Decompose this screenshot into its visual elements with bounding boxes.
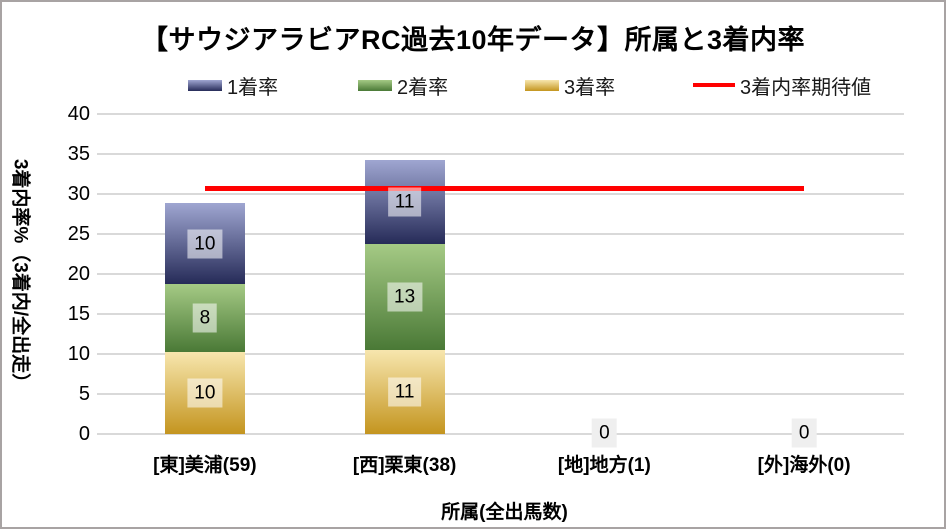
y-tick-label: 35	[67, 143, 90, 165]
legend-item-second-rate: 2着率	[358, 74, 448, 99]
y-axis-tickmark	[97, 433, 105, 435]
bar-value-label: 10	[187, 229, 223, 259]
gridline	[105, 153, 904, 155]
y-axis-tickmark	[97, 353, 105, 355]
legend-label: 3着内率期待値	[740, 76, 872, 99]
legend-item-expected-value: 3着内率期待値	[693, 74, 871, 99]
y-tick-label: 25	[67, 223, 90, 245]
bar-value-label: 10	[187, 378, 223, 408]
gridline	[105, 273, 904, 275]
win-rate-swatch-icon	[188, 79, 222, 91]
chart-title: 【サウジアラビアRC過去10年データ】所属と3着内率	[140, 25, 806, 55]
bar-value-label: 8	[192, 303, 218, 333]
y-axis-tickmark	[97, 153, 105, 155]
category-label: [外]海外(0)	[757, 455, 851, 476]
y-tick-label: 15	[67, 303, 90, 325]
gridline	[105, 233, 904, 235]
y-tick-label: 40	[67, 103, 90, 125]
third-rate-swatch-icon	[525, 79, 559, 91]
y-axis-tickmark	[97, 273, 105, 275]
bar-value-label: 11	[387, 187, 422, 217]
y-axis-tickmark	[97, 233, 105, 235]
x-axis-line	[105, 433, 904, 435]
zero-value-label: 0	[791, 418, 817, 448]
legend-item-third-rate: 3着率	[525, 74, 615, 99]
expected-value-line	[204, 185, 805, 191]
legend-label: 2着率	[397, 76, 449, 99]
category-label: [東]美浦(59)	[153, 455, 257, 476]
bar-value-label: 13	[387, 282, 423, 312]
bar-value-label: 11	[387, 377, 422, 407]
y-axis-tickmark	[97, 193, 105, 195]
second-rate-swatch-icon	[358, 79, 392, 91]
legend-label: 3着率	[564, 76, 616, 99]
legend-item-win-rate: 1着率	[188, 74, 278, 99]
gridline	[105, 193, 904, 195]
y-tick-label: 30	[67, 183, 90, 205]
y-tick-label: 5	[78, 383, 90, 405]
zero-value-label: 0	[592, 418, 617, 448]
y-axis-tickmark	[97, 313, 105, 315]
expected-value-line-icon	[693, 83, 735, 87]
y-axis-tickmark	[97, 393, 105, 395]
gridline	[105, 113, 904, 115]
y-tick-label: 0	[78, 423, 90, 445]
gridline	[105, 393, 904, 395]
category-label: [地]地方(1)	[557, 455, 651, 476]
x-axis-title: 所属(全出馬数)	[441, 502, 568, 523]
y-tick-label: 20	[67, 263, 90, 285]
gridline	[105, 313, 904, 315]
y-axis-tickmark	[97, 113, 105, 115]
legend-label: 1着率	[227, 76, 279, 99]
gridline	[105, 353, 904, 355]
y-tick-label: 10	[67, 343, 90, 365]
category-label: [西]栗東(38)	[352, 455, 457, 476]
